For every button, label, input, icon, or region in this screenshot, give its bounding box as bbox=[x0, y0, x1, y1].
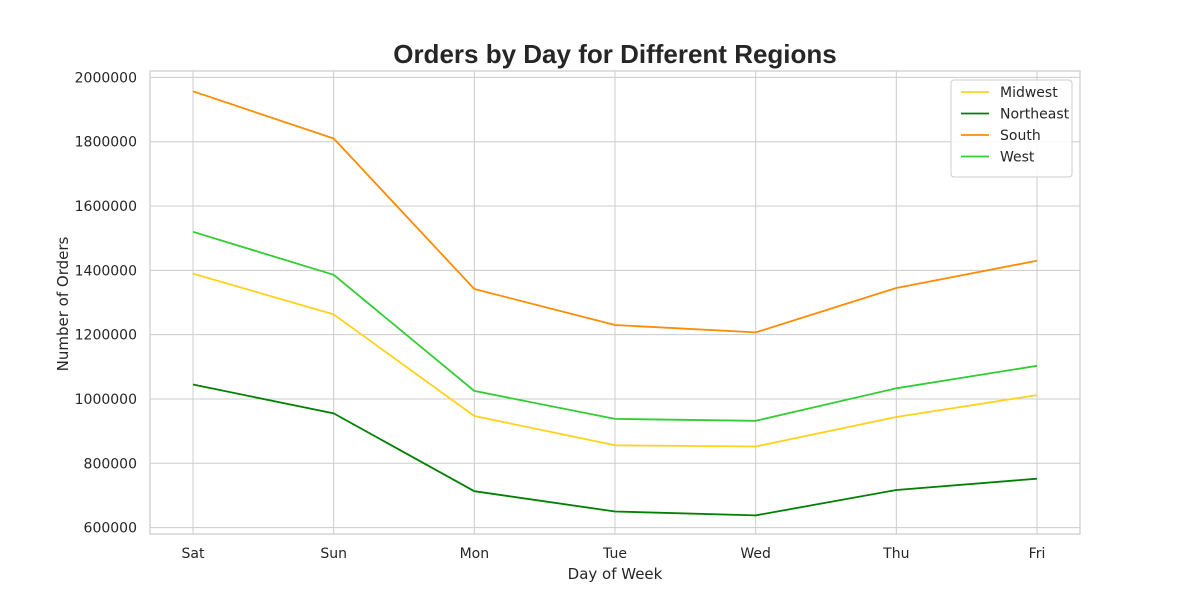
series-line-south bbox=[192, 90, 1038, 334]
x-tick-label: Sun bbox=[320, 546, 347, 562]
x-axis-ticks: Sat Sun Mon Tue Wed Thu Fri bbox=[182, 546, 1046, 562]
x-tick-label: Thu bbox=[882, 546, 909, 562]
legend-label: South bbox=[1000, 128, 1041, 144]
legend: Midwest Northeast South West bbox=[950, 79, 1073, 178]
y-tick-label: 800000 bbox=[84, 456, 137, 472]
legend-label: West bbox=[1000, 150, 1035, 166]
series-line-midwest bbox=[192, 272, 1038, 448]
series-lines bbox=[192, 90, 1038, 517]
x-tick-label: Wed bbox=[740, 546, 771, 562]
x-tick-label: Mon bbox=[460, 546, 490, 562]
grid bbox=[150, 71, 1080, 534]
x-tick-label: Tue bbox=[602, 546, 627, 562]
y-tick-label: 1400000 bbox=[75, 263, 137, 279]
plot-area-frame bbox=[149, 70, 1081, 535]
x-axis-label: Day of Week bbox=[568, 565, 663, 583]
series-line-northeast bbox=[192, 383, 1038, 517]
legend-label: Northeast bbox=[1000, 107, 1070, 123]
legend-box bbox=[950, 79, 1073, 178]
x-tick-label: Fri bbox=[1029, 546, 1046, 562]
y-tick-label: 600000 bbox=[84, 521, 137, 537]
chart-title: Orders by Day for Different Regions bbox=[393, 39, 837, 69]
y-tick-label: 2000000 bbox=[75, 70, 137, 86]
y-tick-label: 1200000 bbox=[75, 328, 137, 344]
series-line-west bbox=[192, 230, 1038, 422]
x-tick-label: Sat bbox=[182, 546, 205, 562]
y-tick-label: 1000000 bbox=[75, 392, 137, 408]
legend-label: Midwest bbox=[1000, 85, 1058, 101]
y-axis-ticks: 600000 800000 1000000 1200000 1400000 1600000… bbox=[75, 70, 137, 536]
y-tick-label: 1600000 bbox=[75, 199, 137, 215]
y-tick-label: 1800000 bbox=[75, 135, 137, 151]
y-axis-label: Number of Orders bbox=[54, 236, 72, 371]
